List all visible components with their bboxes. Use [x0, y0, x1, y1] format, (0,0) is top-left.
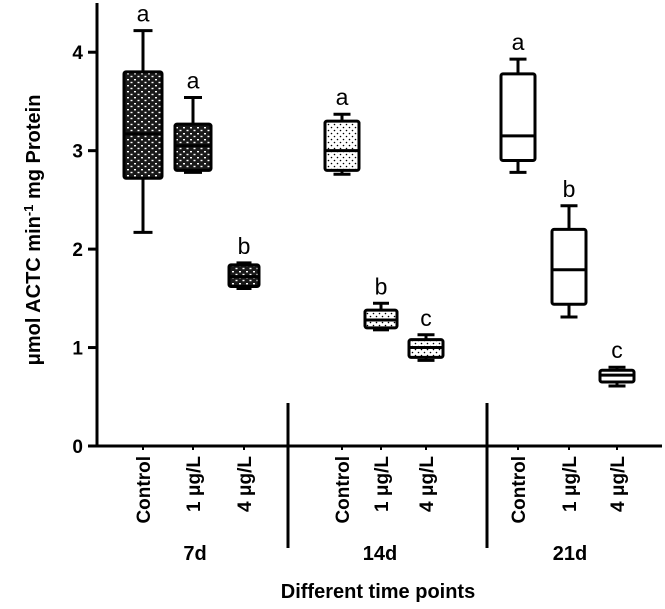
- box-21d-0: a: [499, 29, 537, 174]
- category-label: 1 μg/L: [372, 456, 393, 512]
- group-label: 21d: [553, 543, 587, 565]
- significance-letter: a: [336, 84, 349, 110]
- box-7d-2: b: [227, 233, 261, 290]
- box-21d-2: c: [598, 337, 636, 388]
- y-axis-title-tail: mg Protein: [23, 95, 45, 205]
- box-iqr: [499, 72, 537, 163]
- boxes: a a b a b c a b c: [122, 1, 636, 388]
- x-axis-title: Different time points: [281, 581, 475, 603]
- y-tick-label: 2: [72, 240, 83, 261]
- box-21d-1: b: [550, 176, 588, 319]
- y-tick-label: 0: [72, 437, 83, 458]
- significance-letter: c: [611, 337, 623, 363]
- y-axis-title: μmol ACTC min-1 mg Protein: [21, 95, 46, 366]
- significance-letter: a: [512, 29, 525, 55]
- category-label: 1 μg/L: [184, 456, 205, 512]
- box-14d-0: a: [323, 84, 361, 176]
- significance-letter: a: [137, 1, 150, 27]
- significance-letter: b: [238, 233, 251, 259]
- significance-letter: b: [563, 176, 576, 202]
- significance-letter: a: [187, 68, 200, 94]
- box-14d-2: c: [407, 305, 445, 362]
- category-label: Control: [134, 456, 155, 524]
- category-label: 1 μg/L: [560, 456, 581, 512]
- category-label: Control: [509, 456, 530, 524]
- y-tick-label: 3: [72, 142, 83, 163]
- group-label: 14d: [363, 543, 397, 565]
- box-7d-1: a: [173, 68, 213, 174]
- box-14d-1: b: [363, 273, 399, 332]
- box-iqr: [323, 119, 361, 172]
- y-axis-title-main: μmol ACTC min: [23, 216, 45, 365]
- group-label: 7d: [183, 543, 206, 565]
- significance-letter: c: [420, 305, 432, 331]
- box-iqr: [122, 70, 164, 180]
- x-axis: 7d Control 1 μg/L 4 μg/L 14d Control 1 μg/L 4 μ…: [97, 403, 662, 565]
- y-axis: 0 1 2 3 4: [72, 3, 99, 458]
- y-axis-title-sup: -1: [21, 205, 36, 217]
- y-tick-label: 4: [72, 43, 83, 64]
- box-iqr: [550, 227, 588, 306]
- box-7d-0: a: [122, 1, 164, 234]
- significance-letter: b: [375, 273, 388, 299]
- category-label: Control: [333, 456, 354, 524]
- category-label: 4 μg/L: [235, 456, 256, 512]
- category-label: 4 μg/L: [417, 456, 438, 512]
- category-label: 4 μg/L: [608, 456, 629, 512]
- y-tick-label: 1: [72, 339, 83, 360]
